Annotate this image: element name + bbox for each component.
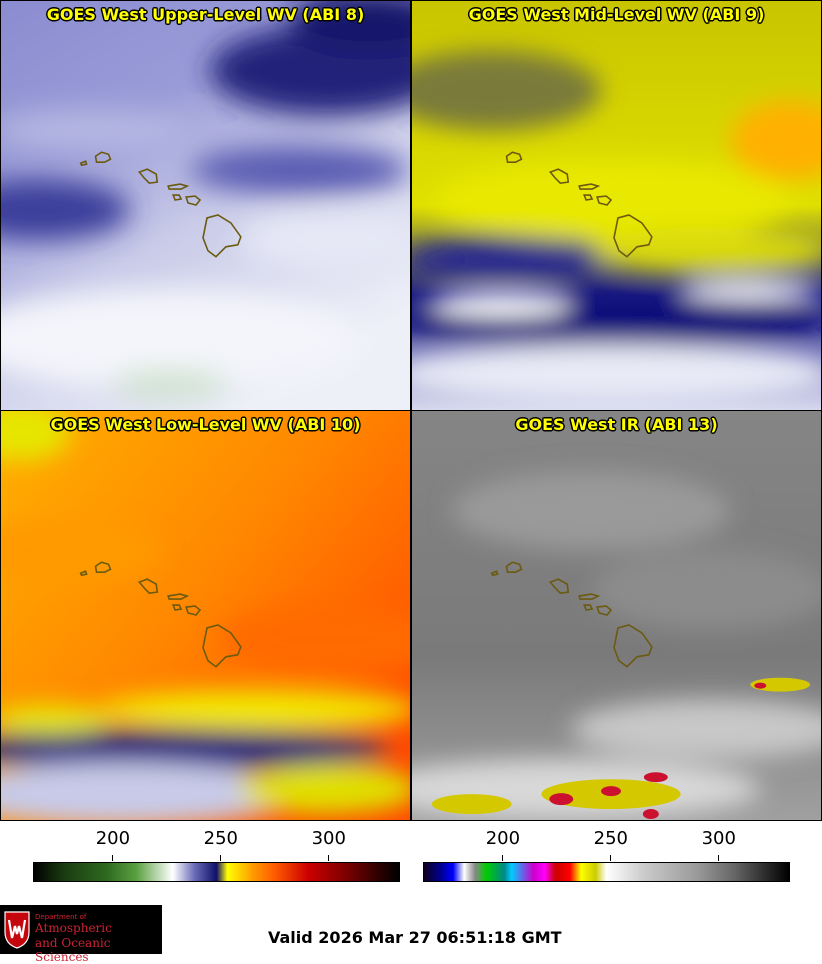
colorbar-tick bbox=[718, 855, 720, 861]
ir-panel: GOES West IR (ABI 13) bbox=[411, 410, 822, 821]
aos-logo: Department of Atmospheric and Oceanic Sc… bbox=[0, 905, 162, 964]
colorbar-tick bbox=[610, 855, 612, 861]
ir-image bbox=[412, 411, 821, 820]
colorbar-tick bbox=[112, 855, 114, 861]
wv-colorbar-gradient bbox=[33, 862, 400, 882]
colorbar-tick-label: 200 bbox=[485, 828, 521, 849]
ir-colorbar: 200 250 300 bbox=[0, 822, 822, 884]
panel-title: GOES West Low-Level WV (ABI 10) bbox=[50, 415, 361, 434]
logo-line-1: Department of bbox=[35, 913, 87, 921]
wv-colorbar: 200 250 300 bbox=[0, 822, 411, 884]
low-level-wv-image bbox=[1, 411, 410, 820]
wv-colorbar-ticklabels: 200 250 300 bbox=[0, 828, 411, 852]
colorbar-tick-label: 250 bbox=[203, 828, 238, 849]
colorbar-tick-label: 300 bbox=[701, 828, 736, 849]
logo-line-2: Atmospheric bbox=[35, 921, 112, 935]
colorbar-tick bbox=[502, 855, 504, 861]
mid-level-wv-image bbox=[412, 1, 821, 410]
colorbar-tick bbox=[328, 855, 330, 861]
panel-title: GOES West IR (ABI 13) bbox=[515, 415, 718, 434]
upper-level-wv-image bbox=[1, 1, 410, 410]
colorbar-tick-label: 250 bbox=[593, 828, 628, 849]
panel-title: GOES West Mid-Level WV (ABI 9) bbox=[468, 5, 765, 24]
colorbar-tick-label: 300 bbox=[311, 828, 346, 849]
colorbar-tick bbox=[220, 855, 222, 861]
colorbar-tick-label: 200 bbox=[95, 828, 131, 849]
uw-crest-icon bbox=[4, 911, 30, 949]
low-level-wv-panel: GOES West Low-Level WV (ABI 10) bbox=[0, 410, 411, 821]
panel-title: GOES West Upper-Level WV (ABI 8) bbox=[46, 5, 365, 24]
valid-time: Valid 2026 Mar 27 06:51:18 GMT bbox=[268, 928, 562, 947]
ir-colorbar-gradient bbox=[423, 862, 790, 882]
mid-level-wv-panel: GOES West Mid-Level WV (ABI 9) bbox=[411, 0, 822, 411]
logo-line-3: and Oceanic Sciences bbox=[35, 936, 111, 964]
upper-level-wv-panel: GOES West Upper-Level WV (ABI 8) bbox=[0, 0, 411, 411]
ir-colorbar-ticklabels: 200 250 300 bbox=[0, 828, 822, 852]
